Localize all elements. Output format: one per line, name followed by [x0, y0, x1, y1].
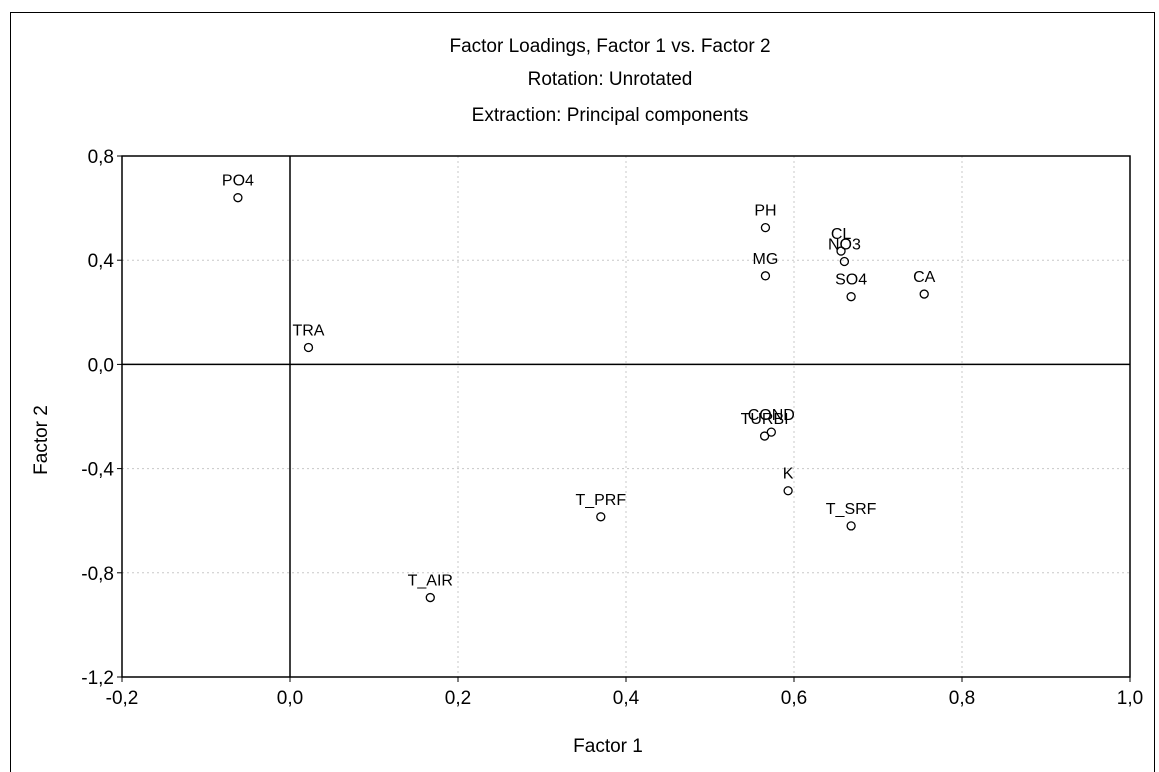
y-axis-ticks: 0,8 0,4 0,0 -0,4 -0,8 -1,2	[81, 147, 122, 689]
data-point-marker	[836, 246, 846, 256]
data-point-label: PO4	[222, 173, 254, 190]
data-point-marker	[766, 427, 776, 437]
data-point-label: K	[783, 466, 794, 483]
x-tick-label: 0,8	[949, 688, 975, 709]
data-point-label: TURBI	[741, 411, 789, 428]
chart-subtitle-rotation: Rotation: Unrotated	[528, 69, 693, 90]
data-point-marker	[759, 431, 770, 441]
data-point-label: NO3	[828, 237, 861, 254]
data-point-marker	[846, 292, 856, 302]
data-point-label: MG	[753, 251, 779, 268]
y-tick-label: 0,8	[88, 147, 114, 168]
chart-frame	[10, 12, 1155, 772]
y-tick-label: -0,4	[81, 460, 114, 481]
data-point-label: TRA	[292, 322, 324, 339]
x-tick-label: 0,4	[613, 688, 640, 709]
y-tick-label: -0,8	[81, 564, 114, 585]
x-axis-ticks: -0,2 0,0 0,2 0,4 0,6 0,8 1,0	[106, 677, 1143, 709]
zero-lines	[122, 156, 1130, 677]
x-tick-label: 1,0	[1117, 688, 1143, 709]
x-axis-title: Factor 1	[573, 736, 643, 757]
data-point-label: T_PRF	[575, 492, 626, 509]
data-point-marker	[760, 271, 771, 281]
y-tick-label: 0,4	[88, 251, 115, 272]
chart-subtitle-extraction: Extraction: Principal components	[472, 105, 749, 126]
grid-lines	[121, 155, 1131, 678]
data-point-marker	[846, 521, 856, 531]
data-point-label: T_AIR	[408, 573, 453, 590]
data-point-label: COND	[748, 407, 795, 424]
x-tick-label: 0,6	[781, 688, 807, 709]
chart-title: Factor Loadings, Factor 1 vs. Factor 2	[449, 36, 770, 57]
data-point-marker	[783, 486, 793, 496]
data-point-label: T_SRF	[826, 501, 877, 518]
data-point-label: CA	[913, 269, 936, 286]
data-point-marker	[425, 592, 435, 603]
data-point-marker	[760, 222, 771, 233]
x-tick-label: 0,2	[445, 688, 471, 709]
data-point-marker	[839, 256, 850, 267]
y-tick-label: 0,0	[88, 355, 114, 376]
data-point-marker	[303, 342, 314, 353]
x-tick-label: -0,2	[106, 688, 139, 709]
data-point-marker	[233, 193, 243, 203]
data-point-label: CL	[831, 226, 852, 243]
y-tick-label: -1,2	[81, 668, 114, 689]
y-axis-title: Factor 2	[31, 405, 52, 475]
x-tick-label: 0,0	[277, 688, 303, 709]
data-point-marker	[596, 512, 606, 522]
data-point-label: PH	[754, 203, 776, 220]
data-point-marker	[919, 289, 929, 299]
chart-title-group: Factor Loadings, Factor 1 vs. Factor 2 R…	[449, 36, 770, 126]
data-point-label: SO4	[835, 272, 867, 289]
